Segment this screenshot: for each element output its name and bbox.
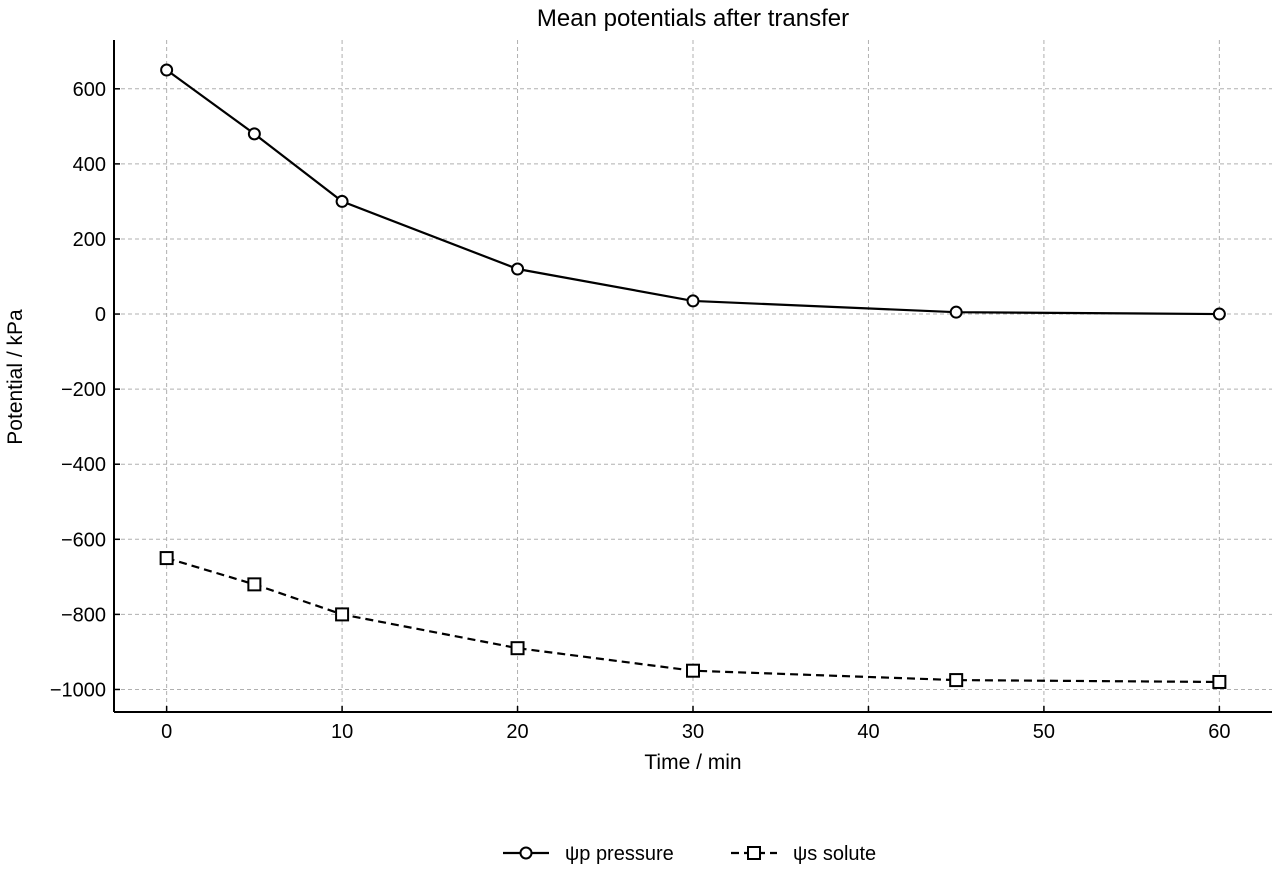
x-tick-label: 10	[331, 721, 353, 743]
legend-square-marker	[747, 846, 761, 860]
y-tick-label: 0	[95, 304, 106, 326]
circle-data-point	[686, 294, 700, 308]
x-tick-label: 0	[161, 721, 172, 743]
circle-data-point	[949, 305, 963, 319]
x-tick-label: 20	[506, 721, 528, 743]
circle-data-point	[247, 127, 261, 141]
circle-data-point	[160, 63, 174, 77]
grid-lines	[114, 40, 1272, 712]
legend-circle-marker	[519, 846, 533, 860]
tick-labels: 0 10 20 30 40 50 60 600 400 200 0 −200 −400 −600 −800 −…	[50, 79, 1231, 743]
legend-item: ψs solute	[731, 843, 876, 865]
series-1	[159, 551, 1227, 689]
axes	[113, 40, 1272, 713]
square-data-point	[159, 551, 174, 566]
series-layer	[159, 63, 1227, 689]
square-data-point	[949, 673, 964, 688]
y-tick-label: −600	[61, 529, 106, 551]
y-axis-label: Potential / kPa	[4, 309, 27, 445]
y-tick-label: −800	[61, 604, 106, 626]
square-data-point	[335, 607, 350, 622]
square-data-point	[510, 641, 525, 656]
circle-data-point	[511, 262, 525, 276]
series-0	[160, 63, 1226, 321]
square-data-point	[1212, 674, 1227, 689]
y-tick-label: 200	[73, 229, 106, 251]
y-tick-label: 600	[73, 79, 106, 101]
x-tick-label: 60	[1208, 721, 1230, 743]
x-axis-label: Time / min	[644, 751, 741, 774]
legend-label: ψp pressure	[565, 843, 674, 865]
y-tick-label: −1000	[50, 679, 106, 701]
legend-label: ψs solute	[793, 843, 876, 865]
circle-data-point	[1212, 307, 1226, 321]
legend-item: ψp pressure	[503, 843, 674, 865]
x-tick-label: 40	[857, 721, 879, 743]
y-tick-label: −400	[61, 454, 106, 476]
legend: ψp pressure ψs solute	[503, 843, 876, 865]
square-data-point	[247, 577, 262, 592]
x-tick-label: 30	[682, 721, 704, 743]
y-tick-label: 400	[73, 154, 106, 176]
circle-data-point	[335, 194, 349, 208]
square-data-point	[686, 663, 700, 678]
x-tick-label: 50	[1033, 721, 1055, 743]
y-tick-label: −200	[61, 379, 106, 401]
chart-title: Mean potentials after transfer	[537, 5, 849, 32]
